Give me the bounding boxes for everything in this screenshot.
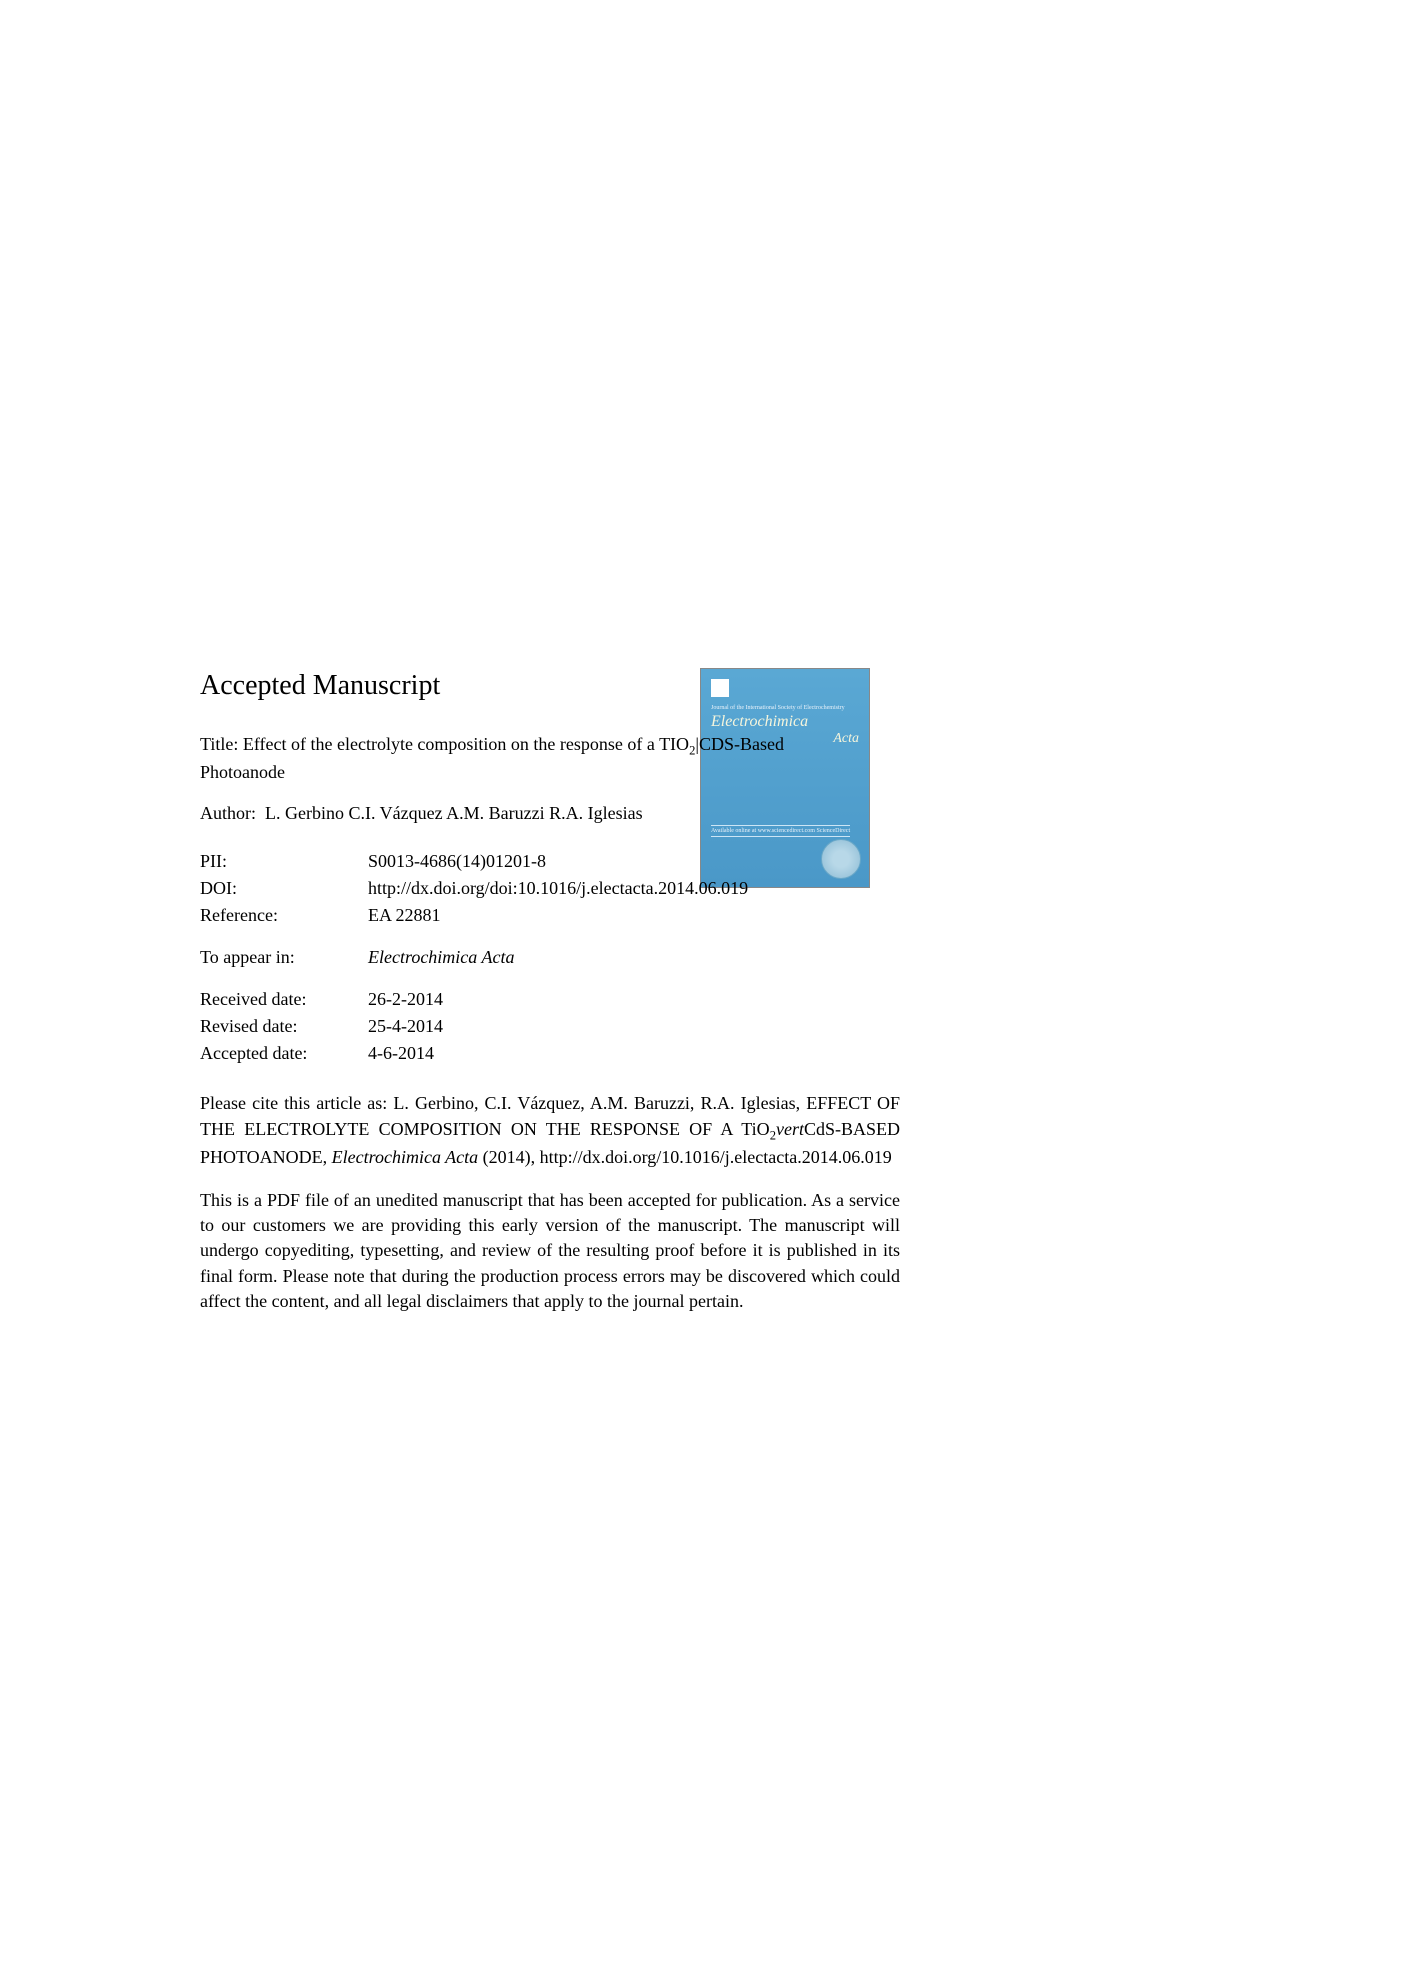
citation-text: Please cite this article as: L. Gerbino,… xyxy=(200,1091,900,1170)
appear-label: To appear in: xyxy=(200,947,368,968)
reference-label: Reference: xyxy=(200,902,368,929)
received-date-row: Received date: 26-2-2014 xyxy=(200,986,900,1013)
accepted-label: Accepted date: xyxy=(200,1040,368,1067)
accepted-date-row: Accepted date: 4-6-2014 xyxy=(200,1040,900,1067)
to-appear-in: To appear in: Electrochimica Acta xyxy=(200,947,900,968)
received-value: 26-2-2014 xyxy=(368,986,900,1013)
appear-value: Electrochimica Acta xyxy=(368,947,514,968)
page-title: Accepted Manuscript xyxy=(200,670,900,702)
revised-value: 25-4-2014 xyxy=(368,1013,900,1040)
reference-value: EA 22881 xyxy=(368,902,900,929)
accepted-value: 4-6-2014 xyxy=(368,1040,900,1067)
revised-date-row: Revised date: 25-4-2014 xyxy=(200,1013,900,1040)
doi-label: DOI: xyxy=(200,875,368,902)
manuscript-metadata: PII: S0013-4686(14)01201-8 DOI: http://d… xyxy=(200,848,900,929)
disclaimer-text: This is a PDF file of an unedited manusc… xyxy=(200,1188,900,1314)
pii-label: PII: xyxy=(200,848,368,875)
doi-value[interactable]: http://dx.doi.org/doi:10.1016/j.electact… xyxy=(368,875,900,902)
manuscript-dates: Received date: 26-2-2014 Revised date: 2… xyxy=(200,986,900,1067)
manuscript-content: Accepted Manuscript Title: Effect of the… xyxy=(200,670,900,1314)
doi-row: DOI: http://dx.doi.org/doi:10.1016/j.ele… xyxy=(200,875,900,902)
manuscript-authors: Author: L. Gerbino C.I. Vázquez A.M. Bar… xyxy=(200,803,900,824)
manuscript-title: Title: Effect of the electrolyte composi… xyxy=(200,732,830,785)
reference-row: Reference: EA 22881 xyxy=(200,902,900,929)
pii-value: S0013-4686(14)01201-8 xyxy=(368,848,900,875)
revised-label: Revised date: xyxy=(200,1013,368,1040)
received-label: Received date: xyxy=(200,986,368,1013)
pii-row: PII: S0013-4686(14)01201-8 xyxy=(200,848,900,875)
